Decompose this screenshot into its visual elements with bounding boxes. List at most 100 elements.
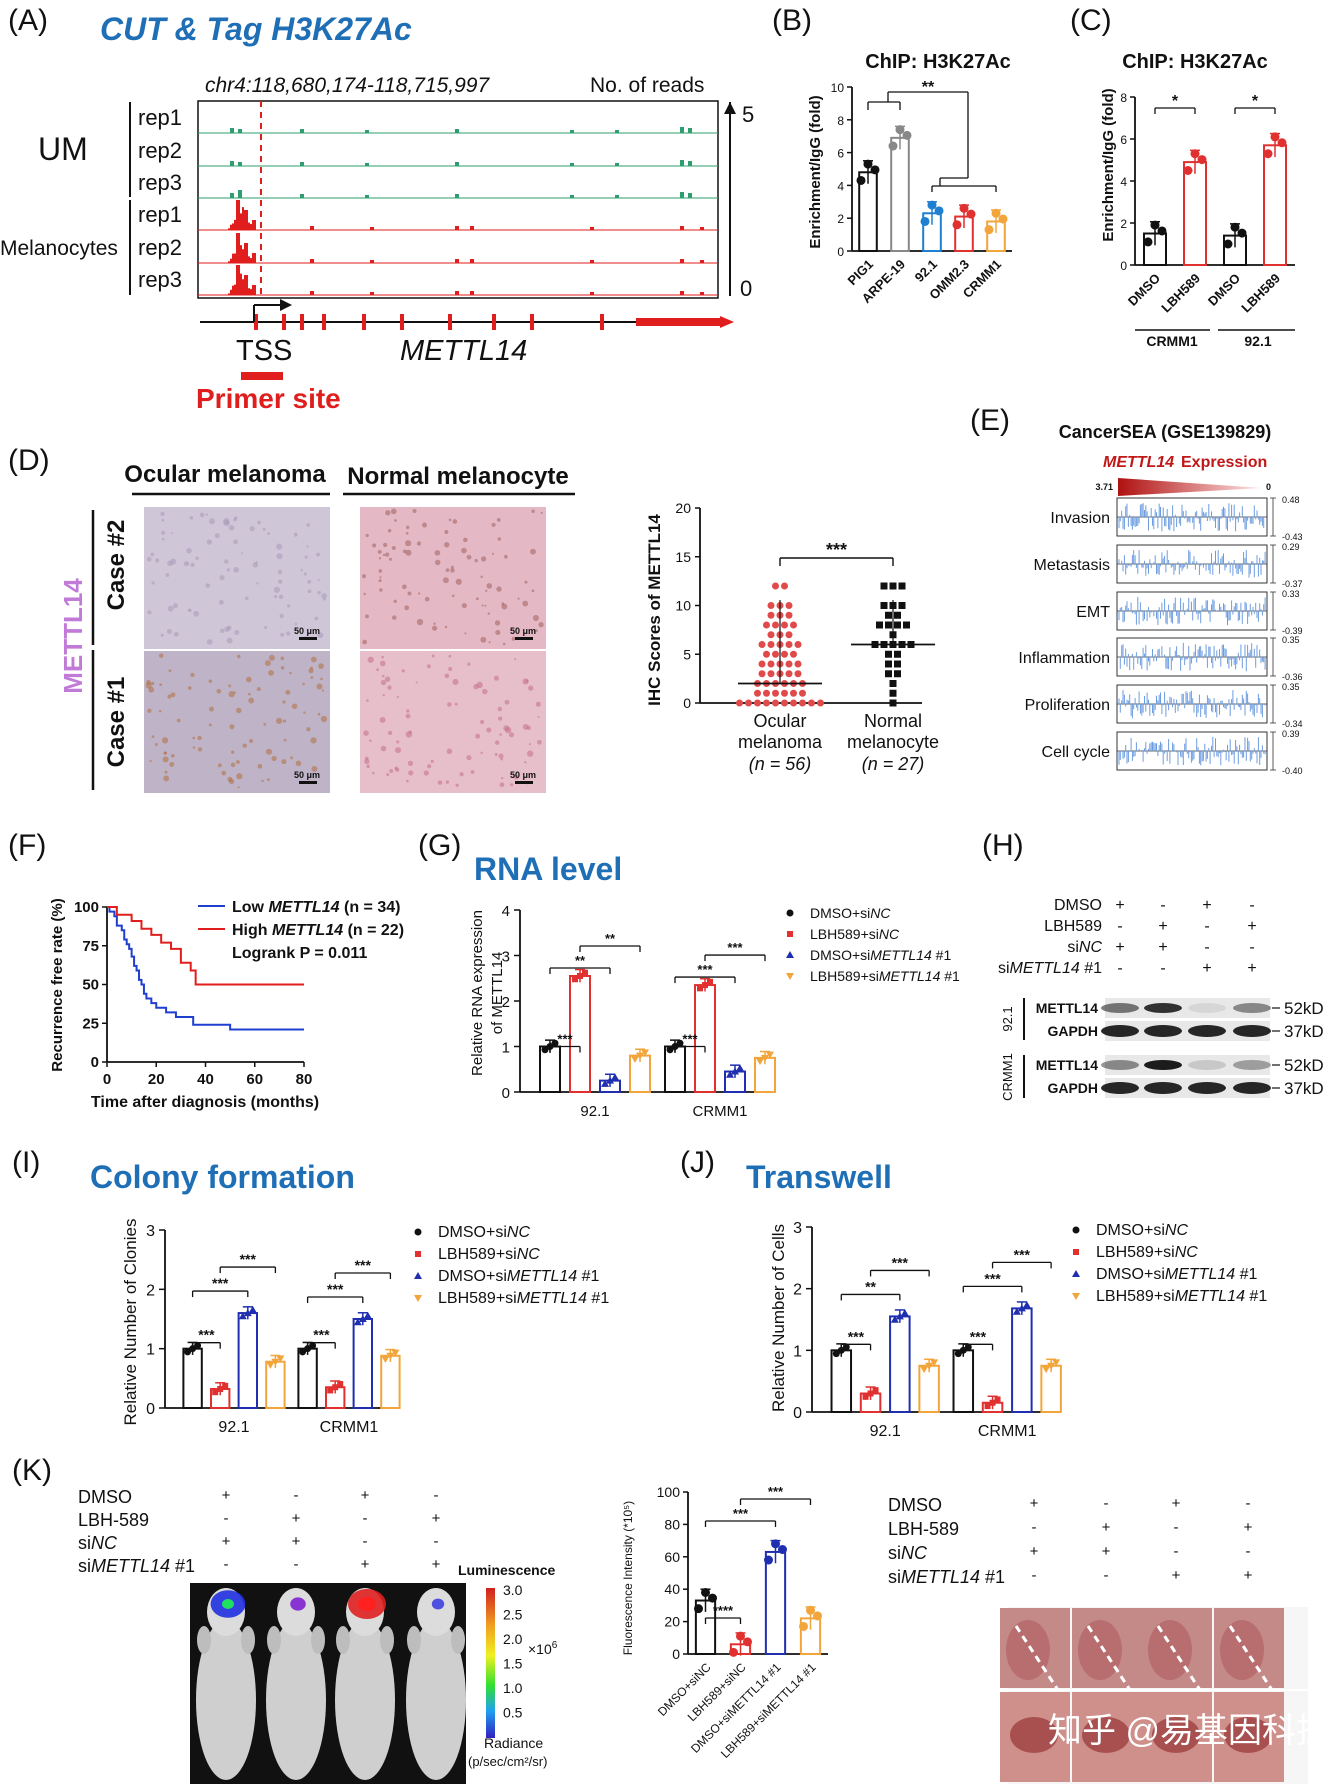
track-peak	[234, 219, 236, 230]
data-point	[582, 969, 588, 976]
data-point	[212, 1389, 219, 1396]
micrograph-cell	[487, 612, 490, 615]
micrograph-cell	[229, 724, 235, 730]
data-point	[767, 611, 775, 619]
micrograph-cell	[171, 532, 174, 535]
micrograph-cell	[320, 677, 323, 681]
mouse-body	[406, 1620, 466, 1780]
micrograph-cell	[145, 682, 152, 689]
micrograph-cell	[282, 700, 286, 704]
micrograph-cell	[294, 622, 298, 626]
legend-entry: DMSO+siNC	[810, 905, 891, 921]
micrograph-cell	[379, 588, 383, 592]
scale-bar	[515, 637, 533, 640]
micrograph-cell	[448, 654, 452, 658]
track-peak	[310, 291, 314, 295]
micrograph-cell	[504, 699, 510, 705]
micrograph-cell	[366, 764, 370, 769]
track-peak	[238, 270, 240, 295]
blot-lane-bg	[1105, 1078, 1270, 1098]
sig-star: ***	[313, 1327, 330, 1343]
panel-c: (C) ChIP: H3K27Ac Enrichment/IgG (fold) 0 2 4…	[1070, 4, 1295, 349]
data-point	[903, 621, 910, 629]
y-tick-label: 20	[675, 500, 691, 516]
track-peak	[244, 213, 246, 230]
track-peak	[252, 253, 256, 263]
track-peak	[365, 163, 369, 166]
micrograph-cell	[228, 525, 235, 531]
y-tick-label: 3	[146, 1223, 155, 1240]
row-label: DMSO	[1054, 897, 1102, 914]
case-label: Case #2	[103, 520, 130, 611]
legend-entry: LBH589+siMETTL14 #1	[1096, 1288, 1267, 1305]
legend-part: High	[232, 922, 272, 939]
tumor-region	[1224, 1717, 1272, 1753]
legend-part: METTL14	[879, 968, 941, 984]
legend-part: METTL14	[1175, 1288, 1245, 1305]
micrograph-cell	[524, 580, 528, 584]
sign-mark: +	[432, 1510, 441, 1527]
legend-marker	[786, 973, 794, 980]
data-point	[876, 621, 883, 629]
scale-bar-label: 50 μm	[510, 626, 536, 636]
micrograph-cell	[377, 549, 382, 554]
micrograph-cell	[395, 747, 402, 754]
micrograph-cell	[395, 767, 400, 772]
micrograph-cell	[501, 777, 504, 780]
scale-min: 0	[740, 276, 752, 301]
data-point	[1012, 1307, 1021, 1315]
micrograph-cell	[485, 589, 488, 592]
legend-part: (n = 34)	[340, 899, 401, 916]
data-point	[863, 159, 873, 169]
group-label: 92.1	[870, 1423, 901, 1440]
micrograph-cell	[498, 753, 504, 759]
micrograph-cell	[491, 522, 496, 527]
bar	[1040, 1364, 1062, 1413]
micrograph-cell	[527, 750, 534, 757]
track-min: -0.36	[1282, 672, 1303, 682]
micrograph-cell	[162, 537, 165, 541]
micrograph-cell	[303, 572, 307, 576]
blot-band	[1188, 1025, 1226, 1037]
legend-part: #1	[577, 1268, 599, 1285]
sign-mark: -	[1104, 1567, 1109, 1584]
track-peak	[228, 261, 230, 263]
micrograph-cell	[226, 637, 233, 644]
micrograph-cell	[285, 631, 291, 636]
gene-exon	[600, 314, 604, 330]
data-point	[781, 621, 788, 629]
data-point	[984, 1403, 991, 1410]
y-axis-label: IHC Scores of METTL14	[645, 514, 664, 706]
track-peak	[248, 288, 250, 295]
legend-entry: LBH589+siMETTL14 #1	[810, 968, 960, 984]
data-point	[391, 1349, 400, 1357]
micrograph-cell	[392, 615, 397, 620]
track-peak	[615, 195, 619, 198]
sign-mark: +	[1172, 1495, 1181, 1512]
legend-marker	[1072, 1293, 1080, 1300]
micrograph-cell	[306, 727, 311, 732]
track-peak	[570, 130, 574, 133]
bar	[182, 1347, 203, 1409]
sign-mark: +	[1115, 897, 1124, 914]
legend-entry: LBH589+siNC	[810, 926, 900, 942]
row-label: DMSO	[888, 1495, 942, 1515]
track-peak	[232, 253, 234, 263]
bar	[952, 1349, 975, 1414]
micrograph-cell	[274, 595, 278, 599]
track-max: 0.35	[1282, 682, 1300, 692]
data-point	[895, 1312, 904, 1320]
micrograph-cell	[364, 759, 370, 765]
micrograph-cell	[482, 688, 488, 695]
micrograph-cell	[530, 548, 536, 555]
micrograph-cell	[455, 783, 459, 787]
track-peak	[230, 289, 232, 295]
data-point	[785, 670, 793, 678]
x-tick-label: 40	[197, 1071, 214, 1088]
track-signal	[1118, 736, 1266, 766]
data-point	[790, 689, 797, 697]
sign-mark: -	[224, 1556, 229, 1573]
data-point	[952, 220, 962, 230]
data-point	[577, 972, 583, 979]
